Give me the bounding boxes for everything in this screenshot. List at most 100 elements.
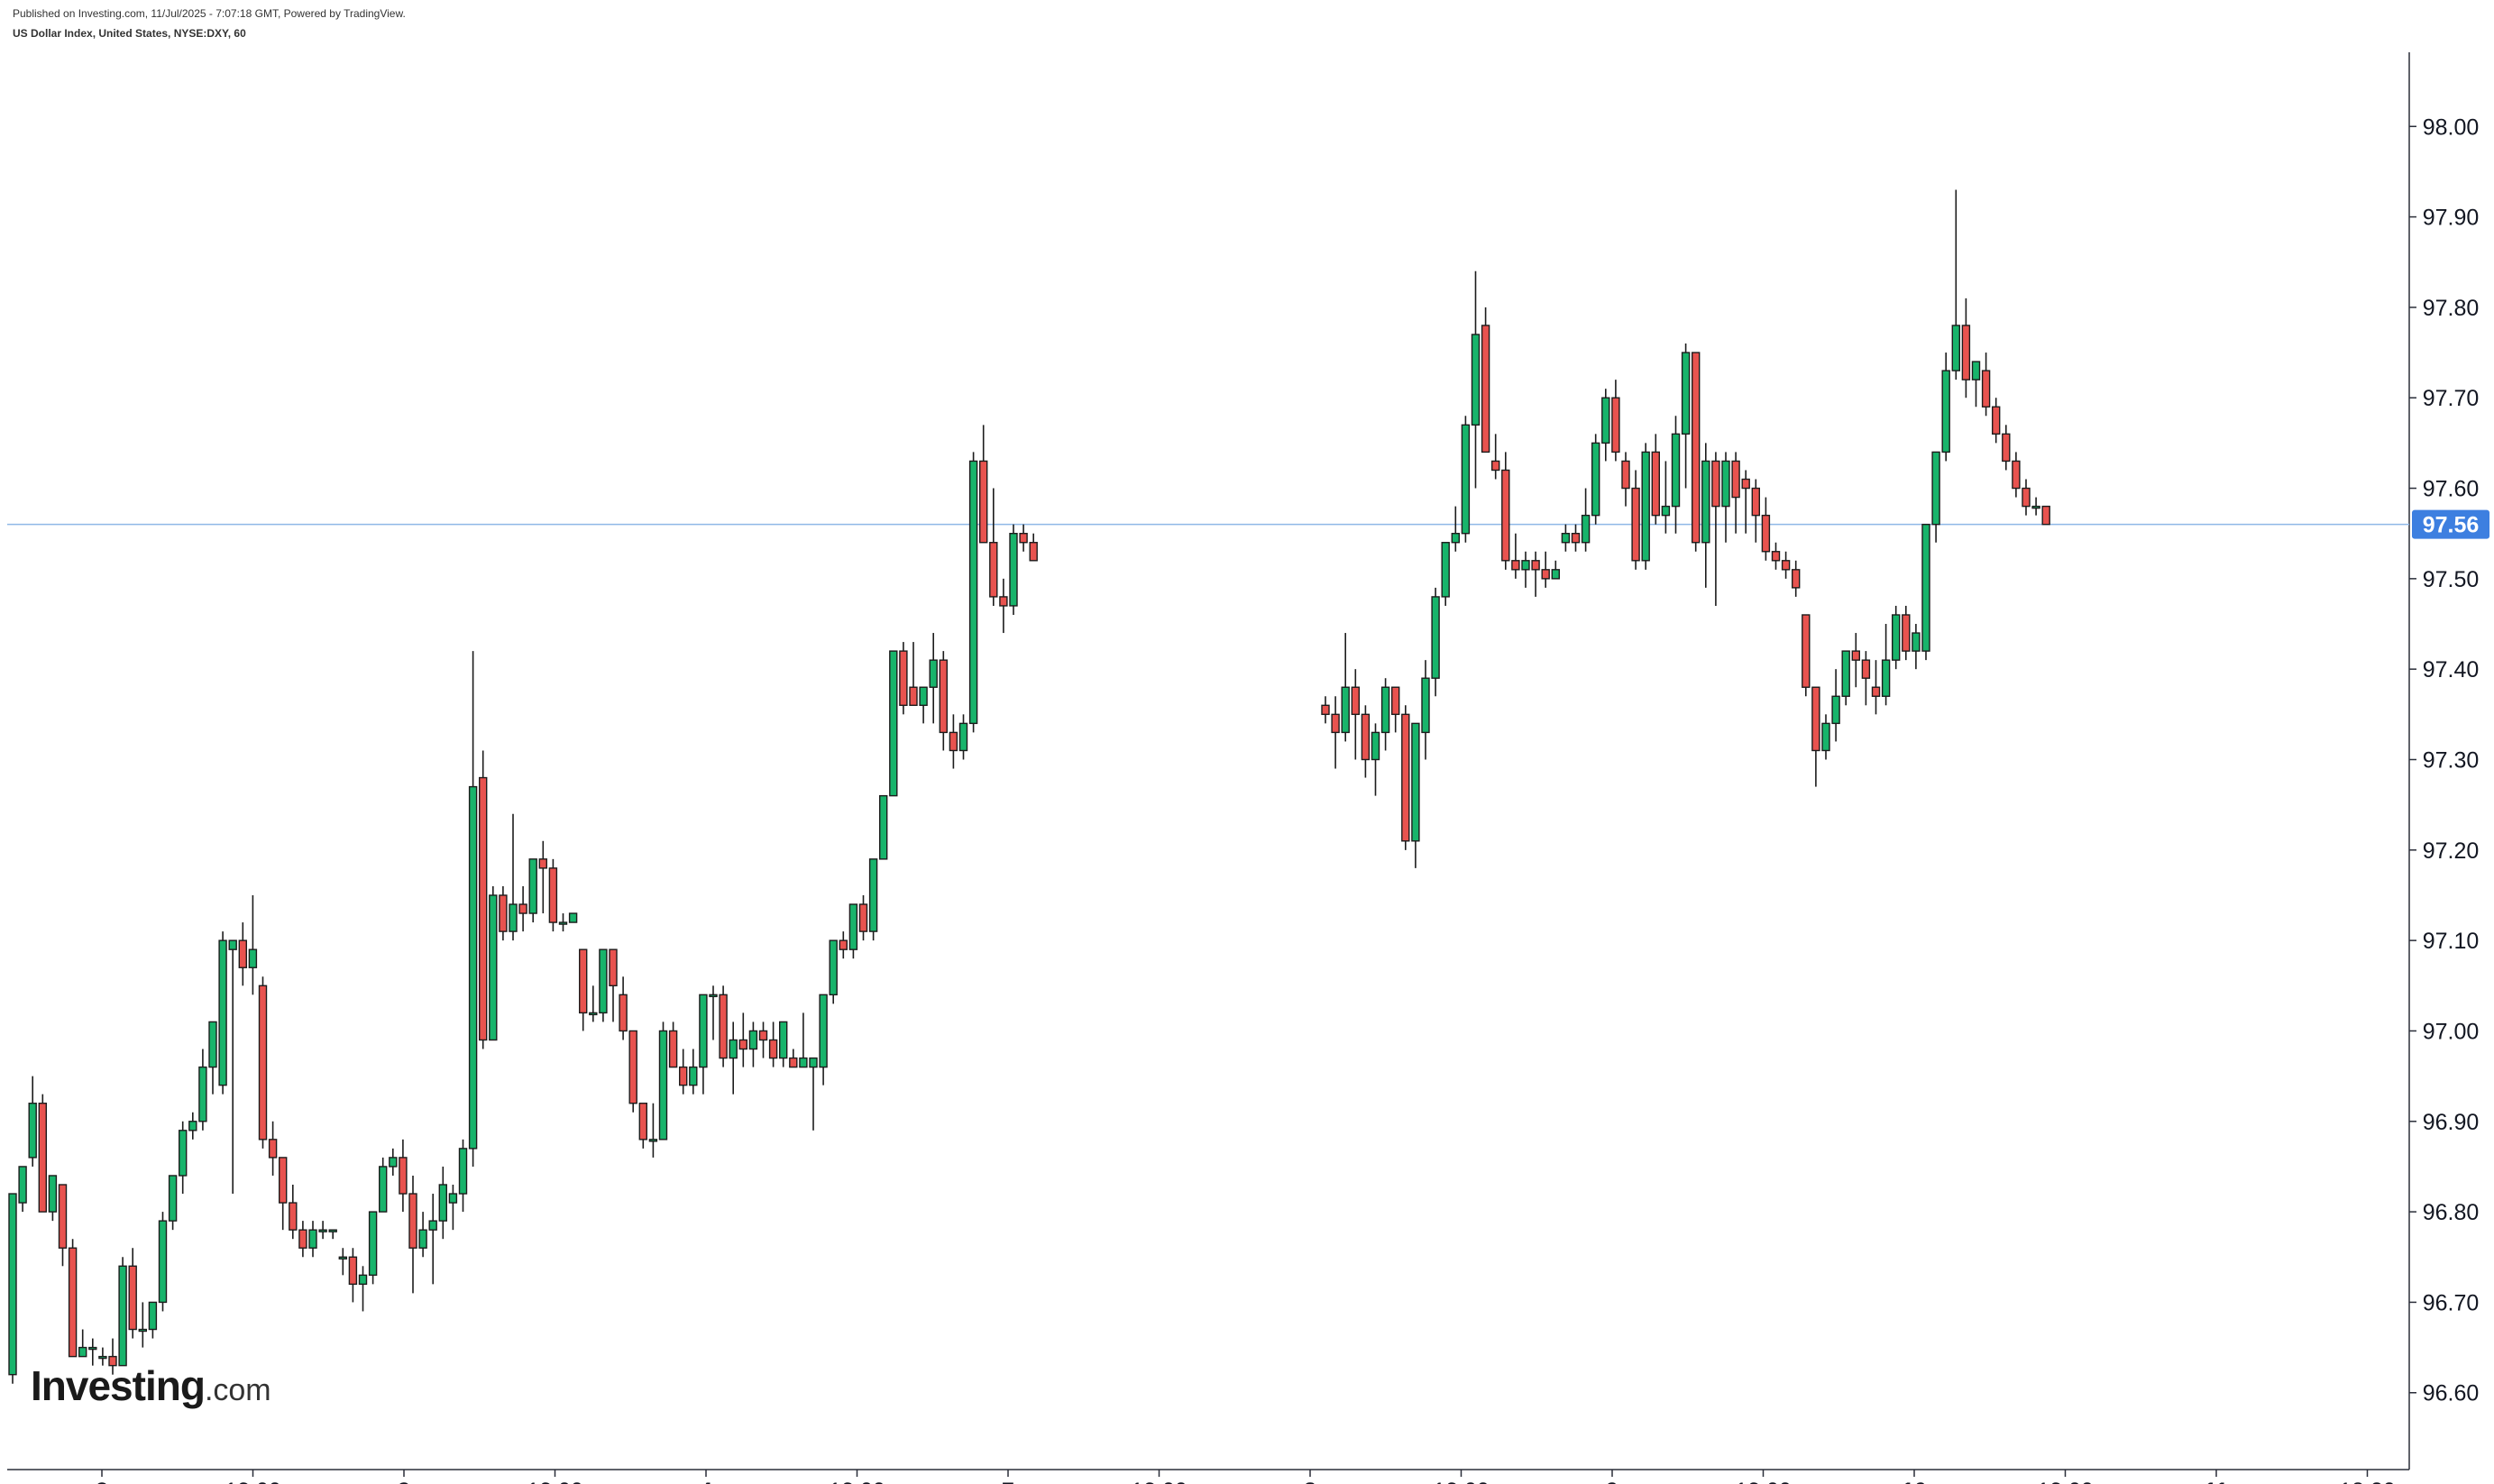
candle-down [1571, 532, 1581, 544]
candle-up [468, 785, 478, 1150]
x-tick-label: 10 [1902, 1479, 1927, 1484]
candle-up [509, 903, 518, 932]
candle-down [1791, 569, 1801, 589]
candle-up [868, 858, 878, 932]
candle-up [458, 1148, 468, 1195]
candle-up [248, 948, 258, 968]
candle-down [2022, 487, 2031, 508]
candle-up [118, 1265, 127, 1367]
candle-up [1521, 560, 1530, 571]
candle-up [389, 1157, 398, 1168]
candle-down [258, 985, 268, 1140]
x-tick-label: 12:00 [1735, 1479, 1792, 1484]
candle-up [558, 921, 568, 925]
candle-up [428, 1220, 437, 1231]
candle-down [1981, 370, 1991, 408]
candle-up [568, 912, 578, 923]
candle-up [438, 1184, 447, 1222]
candle-up [699, 994, 708, 1068]
candle-up [1951, 325, 1961, 371]
candle-down [1731, 460, 1740, 499]
candle-down [989, 542, 998, 598]
candle-up [799, 1057, 808, 1068]
candle-up [879, 794, 888, 860]
y-tick-label: 96.60 [2423, 1381, 2480, 1406]
candle-down [609, 948, 618, 987]
candle-up [689, 1066, 698, 1086]
candle-down [858, 903, 868, 932]
candle-down [348, 1256, 358, 1286]
price-axis[interactable]: 98.00 97.90 97.80 97.70 97.60 97.50 97.40 97.30… [2409, 115, 2479, 1406]
candle-down [839, 939, 848, 950]
candle-down [128, 1265, 137, 1331]
logo-tld: .com [204, 1373, 271, 1407]
candle-down [1511, 560, 1520, 571]
candle-up [28, 1103, 37, 1159]
candle-up [1721, 460, 1730, 508]
candle-up [1931, 451, 1940, 526]
candle-up [1661, 505, 1671, 517]
candle-up [1591, 442, 1600, 517]
y-tick-label: 97.20 [2423, 838, 2480, 864]
candle-down [68, 1247, 78, 1358]
candle-down [58, 1184, 68, 1249]
candle-down [899, 650, 908, 707]
candle-up [1971, 361, 1981, 380]
symbol-title: US Dollar Index, United States, NYSE:DXY… [13, 27, 246, 40]
last-price-tag-text: 97.56 [2423, 513, 2480, 538]
candle-down [768, 1039, 778, 1059]
candle-down [619, 994, 628, 1032]
candle-down [719, 994, 728, 1059]
candle-up [489, 894, 498, 1041]
candle-down [1361, 713, 1371, 761]
candle-up [709, 994, 718, 998]
candle-up [968, 460, 978, 725]
candle-up [1451, 532, 1461, 544]
candle-up [148, 1301, 158, 1331]
y-tick-label: 97.70 [2423, 386, 2480, 411]
candle-up [308, 1229, 317, 1249]
candle-down [279, 1157, 288, 1204]
candle-up [779, 1021, 788, 1059]
x-tick-label: 4 [700, 1479, 712, 1484]
candle-up [1671, 433, 1681, 508]
candle-down [1541, 569, 1550, 580]
candle-down [638, 1103, 647, 1140]
candle-down [1761, 514, 1771, 553]
candle-up [198, 1066, 207, 1122]
candle-down [1531, 560, 1540, 571]
candle-down [679, 1066, 688, 1086]
y-tick-label: 96.70 [2423, 1290, 2480, 1315]
candle-down [1351, 686, 1361, 716]
candle-up [1441, 542, 1450, 598]
candle-up [368, 1211, 378, 1277]
x-tick-label: 11 [2205, 1479, 2229, 1484]
x-tick-label: 18:30 [2339, 1479, 2396, 1484]
candle-up [848, 903, 858, 950]
candle-down [758, 1030, 768, 1041]
candle-up [658, 1030, 668, 1140]
candle-up [1581, 514, 1591, 544]
candle-down [108, 1355, 117, 1367]
candle-up [358, 1274, 368, 1286]
candle-up [1341, 686, 1350, 734]
candle-down [1871, 686, 1881, 697]
candle-down [628, 1030, 637, 1104]
logo-brand: Investing [31, 1362, 206, 1409]
y-tick-label: 98.00 [2423, 115, 2480, 140]
candle-up [1461, 424, 1471, 535]
candle-down [668, 1030, 678, 1068]
time-axis[interactable]: 2 12:00 3 12:00 4 12:00 7 12:00 8 12:00 9 12:00 10 12… [96, 1470, 2396, 1484]
y-tick-label: 97.40 [2423, 657, 2480, 682]
candle-up [729, 1039, 738, 1059]
candle-up [178, 1130, 188, 1177]
last-price-tag: 97.56 [2412, 509, 2489, 539]
candle-down [298, 1229, 307, 1249]
candle-down [2002, 433, 2011, 463]
candle-up [1921, 523, 1930, 652]
candle-down [518, 903, 527, 914]
y-tick-label: 97.00 [2423, 1019, 2480, 1044]
candle-up [1431, 596, 1440, 679]
candle-down [1751, 487, 1761, 517]
